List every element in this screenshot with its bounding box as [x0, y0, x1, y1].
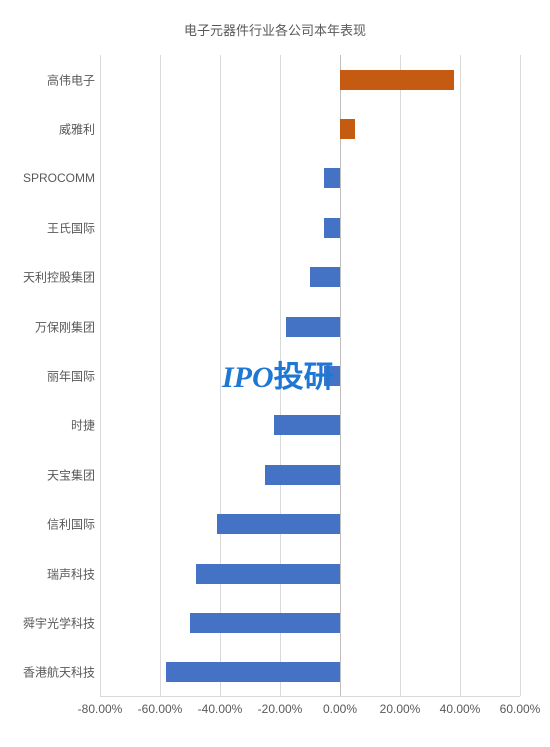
axis-zero-line — [340, 55, 341, 696]
bar — [265, 465, 340, 485]
y-axis-label: 威雅利 — [5, 121, 95, 138]
gridline — [520, 55, 521, 696]
y-axis-label: 香港航天科技 — [5, 664, 95, 681]
bar — [166, 662, 340, 682]
gridline — [160, 55, 161, 696]
x-axis-label: 60.00% — [500, 702, 541, 716]
y-axis-label: 丽年国际 — [5, 368, 95, 385]
y-axis-label: 高伟电子 — [5, 71, 95, 88]
y-axis-label: 王氏国际 — [5, 219, 95, 236]
x-axis-label: 40.00% — [440, 702, 481, 716]
bar — [190, 613, 340, 633]
bar — [324, 168, 341, 188]
bar — [217, 514, 340, 534]
y-axis-label: SPROCOMM — [5, 171, 95, 185]
x-axis-label: 0.00% — [323, 702, 357, 716]
bar — [324, 366, 341, 386]
bar — [340, 119, 355, 139]
y-axis-label: 舜宇光学科技 — [5, 614, 95, 631]
gridline — [460, 55, 461, 696]
y-axis-label: 天利控股集团 — [5, 269, 95, 286]
bar — [274, 415, 340, 435]
y-axis-label: 天宝集团 — [5, 466, 95, 483]
bar — [340, 70, 454, 90]
x-axis-label: 20.00% — [380, 702, 421, 716]
bar — [286, 317, 340, 337]
gridline — [280, 55, 281, 696]
x-axis-label: -60.00% — [138, 702, 183, 716]
x-axis-label: -20.00% — [258, 702, 303, 716]
gridline — [400, 55, 401, 696]
y-axis-label: 时捷 — [5, 417, 95, 434]
bar — [324, 218, 341, 238]
y-axis-label: 万保刚集团 — [5, 318, 95, 335]
y-axis-label: 瑞声科技 — [5, 565, 95, 582]
x-axis-label: -40.00% — [198, 702, 243, 716]
chart-container: 电子元器件行业各公司本年表现 IPO投研 -80.00%-60.00%-40.0… — [0, 0, 550, 747]
bar — [196, 564, 340, 584]
y-axis-label: 信利国际 — [5, 516, 95, 533]
gridline — [220, 55, 221, 696]
bar — [310, 267, 340, 287]
gridline — [100, 55, 101, 696]
chart-title: 电子元器件行业各公司本年表现 — [0, 20, 550, 39]
x-axis-label: -80.00% — [78, 702, 123, 716]
plot-area — [100, 55, 520, 697]
